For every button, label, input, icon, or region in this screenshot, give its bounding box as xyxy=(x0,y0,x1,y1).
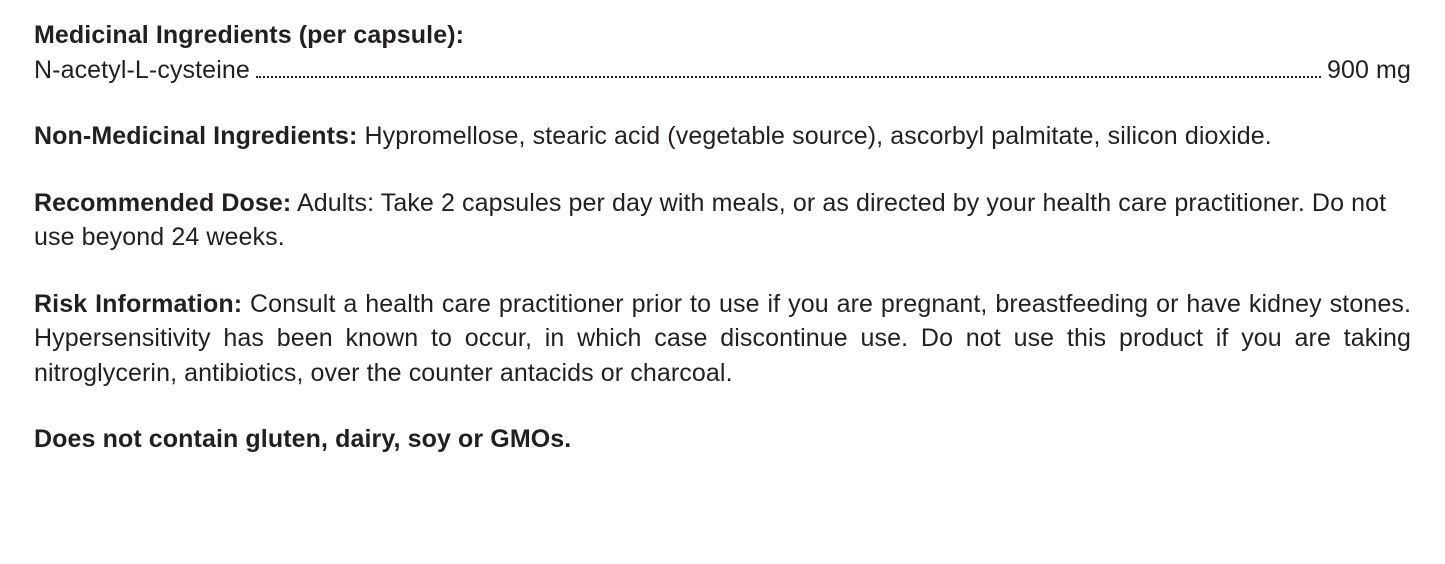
free-from-text: Does not contain gluten, dairy, soy or G… xyxy=(34,425,571,453)
non-medicinal-text: Hypromellose, stearic acid (vegetable so… xyxy=(357,122,1271,150)
ingredient-amount: 900 mg xyxy=(1327,53,1411,88)
recommended-dose-section: Recommended Dose: Adults: Take 2 capsule… xyxy=(34,186,1411,255)
risk-info-section: Risk Information: Consult a health care … xyxy=(34,287,1411,391)
recommended-dose-heading: Recommended Dose: xyxy=(34,189,291,217)
ingredient-name: N-acetyl-L-cysteine xyxy=(34,53,250,88)
free-from-section: Does not contain gluten, dairy, soy or G… xyxy=(34,422,1411,457)
ingredient-row: N-acetyl-L-cysteine 900 mg xyxy=(34,53,1411,88)
non-medicinal-section: Non-Medicinal Ingredients: Hypromellose,… xyxy=(34,119,1411,154)
medicinal-heading: Medicinal Ingredients (per capsule): xyxy=(34,18,1411,53)
medicinal-section: Medicinal Ingredients (per capsule): N-a… xyxy=(34,18,1411,87)
risk-info-heading: Risk Information: xyxy=(34,290,242,318)
dot-leader xyxy=(256,76,1321,78)
supplement-label: Medicinal Ingredients (per capsule): N-a… xyxy=(0,0,1445,457)
non-medicinal-heading: Non-Medicinal Ingredients: xyxy=(34,122,357,150)
